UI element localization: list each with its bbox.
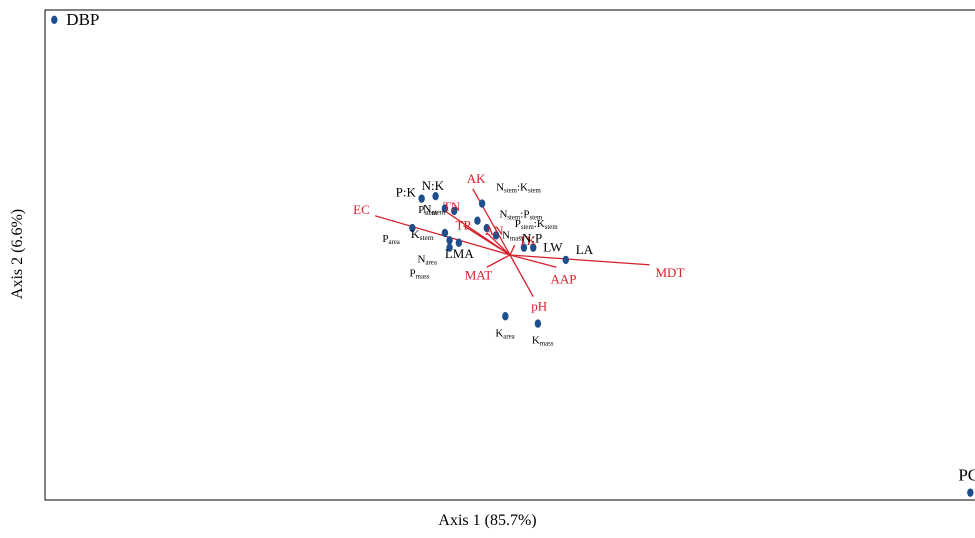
point-pmass: [446, 243, 453, 252]
vector-mdt: [509, 254, 650, 266]
point-label-parea: Parea: [382, 233, 399, 246]
point-n-k: [432, 192, 439, 201]
point-label-lma: LMA: [445, 246, 475, 261]
point-label-kstem: Kstem: [411, 227, 434, 242]
point-label-nstem-kstem: Nstem:Kstem: [496, 182, 541, 195]
point-label-pmass: Pmass: [410, 268, 430, 281]
plot-area-frame: [44, 9, 975, 501]
point-label-nstem-pstem: Nstem:Pstem: [499, 209, 543, 222]
point-label-karea: Karea: [495, 327, 514, 340]
point-label-pstem: Pstem: [418, 204, 438, 217]
vector-layer: [374, 188, 650, 297]
point-label-n-p: N:P: [522, 231, 542, 246]
point-label-kmass: Kmass: [532, 335, 554, 348]
vector-label-tp: TP: [456, 218, 471, 233]
point-n-p: [520, 243, 528, 252]
point-label-nstem: Nstem: [423, 201, 446, 216]
point-p-k: [418, 194, 425, 203]
vector-ak: [472, 188, 511, 256]
point-label-narea: Narea: [418, 253, 437, 266]
vector-label-an: AN: [485, 223, 504, 238]
point-nstem: [441, 204, 449, 213]
point-lw: [530, 243, 537, 252]
vector-mat: [486, 254, 511, 268]
point-nstem-pstem: [474, 216, 481, 225]
point-label-p-k: P:K: [396, 185, 417, 200]
point-lma: [455, 238, 463, 247]
vector-label-ph: pH: [531, 299, 547, 314]
point-parea: [409, 223, 416, 233]
point-nstem-kstem: [478, 199, 486, 208]
label-layer: AK TN EC TP AN TK MAT AAP MDT pH DBP PC P:K N:K Nstem N…: [66, 10, 975, 485]
point-kmass: [534, 319, 542, 328]
vector-label-tk: TK: [519, 233, 537, 248]
point-pstem-kstem: [483, 223, 490, 233]
vector-label-aap: AAP: [551, 271, 577, 286]
point-kstem: [441, 228, 449, 238]
vector-label-ec: EC: [353, 202, 370, 217]
y-axis-label: Axis 2 (6.6%): [9, 208, 26, 300]
point-label-n-k: N:K: [422, 178, 445, 193]
point-label-nmass: Nmass: [502, 229, 524, 242]
vector-tk: [509, 244, 516, 256]
point-label-lw: LW: [543, 240, 563, 255]
point-karea: [502, 312, 509, 321]
vector-tp: [463, 225, 511, 256]
vector-label-ak: AK: [467, 171, 486, 186]
vector-label-mat: MAT: [465, 267, 493, 282]
point-layer: [51, 15, 974, 497]
point-label-dbp: DBP: [66, 10, 99, 29]
point-pc: [967, 488, 974, 497]
point-la: [562, 255, 569, 265]
vector-label-mdt: MDT: [656, 265, 685, 280]
point-narea: [446, 236, 453, 245]
point-dbp: [51, 15, 58, 24]
vector-label-tn: TN: [443, 199, 461, 214]
point-label-la: LA: [576, 242, 594, 257]
vector-an: [486, 232, 511, 256]
vector-aap: [509, 254, 557, 268]
point-label-pc: PC: [958, 466, 975, 485]
vector-ph: [509, 254, 534, 297]
x-axis-label: Axis 1 (85.7%): [438, 512, 537, 529]
point-nmass: [492, 231, 500, 240]
point-pstem: [451, 206, 458, 216]
point-label-pstem-kstem: Pstem:Kstem: [515, 218, 559, 231]
